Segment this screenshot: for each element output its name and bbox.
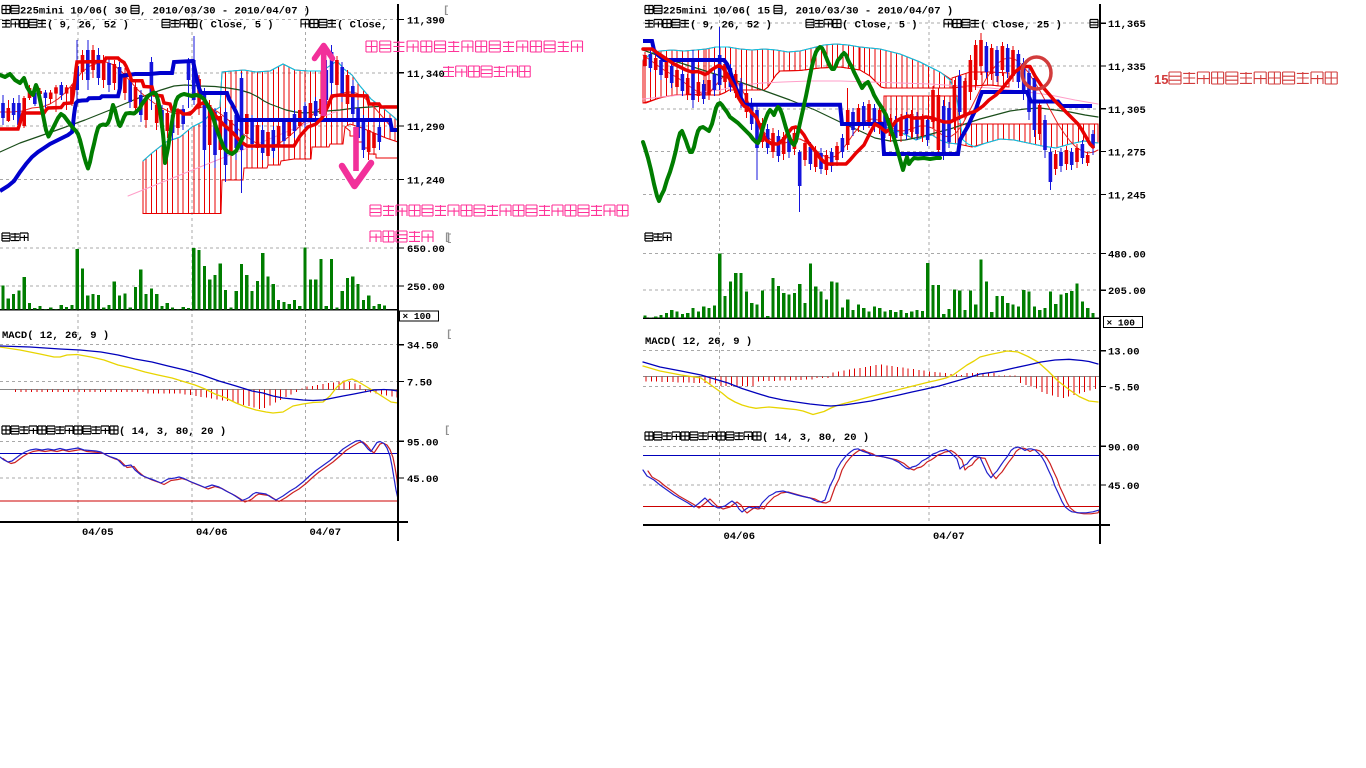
svg-text:( Close,: ( Close, (337, 20, 387, 32)
svg-text:95.00: 95.00 (407, 437, 439, 449)
svg-text:11,335: 11,335 (1108, 62, 1146, 74)
svg-text:45.00: 45.00 (1108, 481, 1140, 493)
svg-text:, 2010/03/30 - 2010/04/07 ): , 2010/03/30 - 2010/04/07 ) (140, 6, 310, 18)
svg-text:× 100: × 100 (1107, 318, 1136, 329)
svg-text:11,305: 11,305 (1108, 105, 1146, 117)
svg-text:( Close, 25 ): ( Close, 25 ) (980, 20, 1062, 32)
svg-text:7.50: 7.50 (407, 378, 432, 390)
svg-text:04/06: 04/06 (196, 527, 228, 539)
svg-text:04/07: 04/07 (933, 531, 965, 543)
svg-text:( 9, 26, 52 ): ( 9, 26, 52 ) (690, 20, 772, 32)
svg-text:MACD( 12, 26, 9 ): MACD( 12, 26, 9 ) (2, 330, 109, 342)
svg-text:11,240: 11,240 (407, 175, 445, 187)
svg-text:( Close, 5 ): ( Close, 5 ) (842, 20, 918, 32)
svg-text:( 9, 26, 52 ): ( 9, 26, 52 ) (47, 20, 129, 32)
svg-text:( Close, 5 ): ( Close, 5 ) (198, 20, 274, 32)
svg-text:04/07: 04/07 (310, 527, 342, 539)
svg-text:[: [ (443, 5, 449, 17)
svg-text:34.50: 34.50 (407, 341, 439, 353)
svg-text:225mini 10/06( 30: 225mini 10/06( 30 (20, 6, 127, 18)
svg-text:( 14, 3, 80, 20 ): ( 14, 3, 80, 20 ) (762, 432, 869, 444)
svg-text:650.00: 650.00 (407, 244, 445, 256)
svg-text:04/06: 04/06 (724, 531, 756, 543)
svg-text:11,340: 11,340 (407, 69, 445, 81)
svg-text:250.00: 250.00 (407, 282, 445, 294)
svg-text:04/05: 04/05 (82, 527, 114, 539)
svg-text:[: [ (444, 232, 450, 244)
svg-text:MACD( 12, 26, 9 ): MACD( 12, 26, 9 ) (645, 336, 752, 348)
svg-text:480.00: 480.00 (1108, 249, 1146, 261)
svg-text:-5.50: -5.50 (1108, 383, 1140, 395)
svg-text:225mini 10/06( 15: 225mini 10/06( 15 (663, 6, 770, 18)
svg-text:90.00: 90.00 (1108, 442, 1140, 454)
svg-text:( 14, 3, 80, 20 ): ( 14, 3, 80, 20 ) (119, 426, 226, 438)
svg-text:, 2010/03/30 - 2010/04/07 ): , 2010/03/30 - 2010/04/07 ) (783, 6, 953, 18)
svg-text:× 100: × 100 (403, 311, 432, 322)
svg-text:205.00: 205.00 (1108, 286, 1146, 298)
svg-text:11,275: 11,275 (1108, 148, 1146, 160)
svg-text:11,245: 11,245 (1108, 190, 1146, 202)
svg-text:11,390: 11,390 (407, 16, 445, 28)
svg-text:[: [ (446, 329, 452, 341)
svg-text:13.00: 13.00 (1108, 347, 1140, 359)
svg-text:[: [ (444, 425, 450, 437)
svg-text:11,365: 11,365 (1108, 19, 1146, 31)
svg-text:[: [ (446, 233, 452, 245)
svg-text:45.00: 45.00 (407, 474, 439, 486)
svg-text:11,290: 11,290 (407, 122, 445, 134)
svg-text:15: 15 (1154, 72, 1168, 87)
